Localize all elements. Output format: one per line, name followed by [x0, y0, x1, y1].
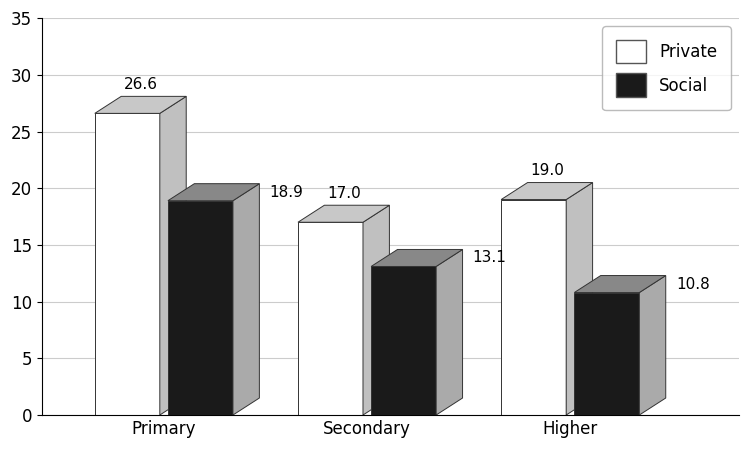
Text: 26.6: 26.6	[124, 77, 158, 92]
Polygon shape	[94, 97, 186, 113]
Polygon shape	[639, 276, 666, 415]
Text: 18.9: 18.9	[269, 185, 304, 200]
Text: 13.1: 13.1	[472, 251, 506, 265]
Polygon shape	[168, 184, 260, 201]
Legend: Private, Social: Private, Social	[602, 26, 730, 110]
Polygon shape	[363, 205, 389, 415]
Text: 17.0: 17.0	[327, 186, 361, 201]
Polygon shape	[574, 293, 639, 415]
Polygon shape	[574, 276, 666, 293]
Text: 10.8: 10.8	[676, 277, 710, 291]
Polygon shape	[298, 205, 389, 222]
Polygon shape	[371, 250, 463, 266]
Polygon shape	[436, 250, 463, 415]
Polygon shape	[501, 183, 592, 199]
Polygon shape	[160, 97, 186, 415]
Polygon shape	[371, 266, 436, 415]
Polygon shape	[94, 113, 160, 415]
Polygon shape	[566, 183, 592, 415]
Polygon shape	[233, 184, 260, 415]
Polygon shape	[298, 222, 363, 415]
Polygon shape	[501, 199, 566, 415]
Text: 19.0: 19.0	[530, 163, 564, 178]
Polygon shape	[168, 201, 233, 415]
